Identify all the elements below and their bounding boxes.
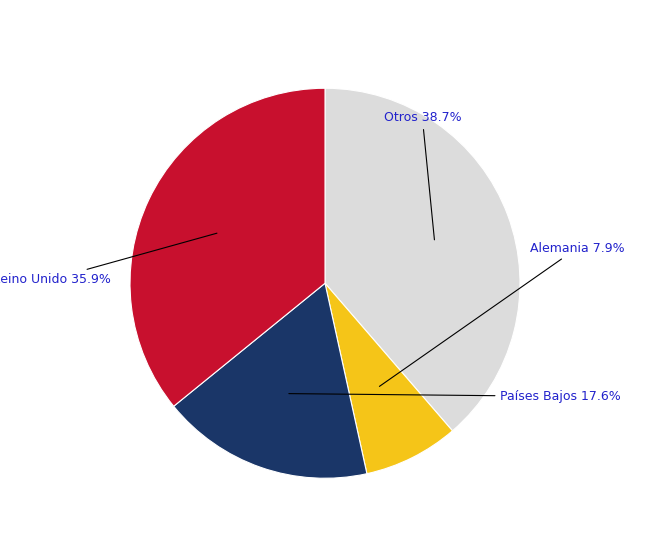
Text: Reino Unido 35.9%: Reino Unido 35.9% [0,233,217,286]
Wedge shape [174,283,367,478]
Wedge shape [130,88,325,406]
Text: http://www.foro-ciudad.com: http://www.foro-ciudad.com [486,533,630,543]
Text: Alemania 7.9%: Alemania 7.9% [380,241,625,387]
Text: Países Bajos 17.6%: Países Bajos 17.6% [289,390,621,403]
Wedge shape [325,283,452,474]
Text: Otros 38.7%: Otros 38.7% [384,111,461,240]
Text: Los Guajares - Turistas extranjeros según país - Abril de 2024: Los Guajares - Turistas extranjeros segú… [79,14,571,31]
Wedge shape [325,88,520,431]
